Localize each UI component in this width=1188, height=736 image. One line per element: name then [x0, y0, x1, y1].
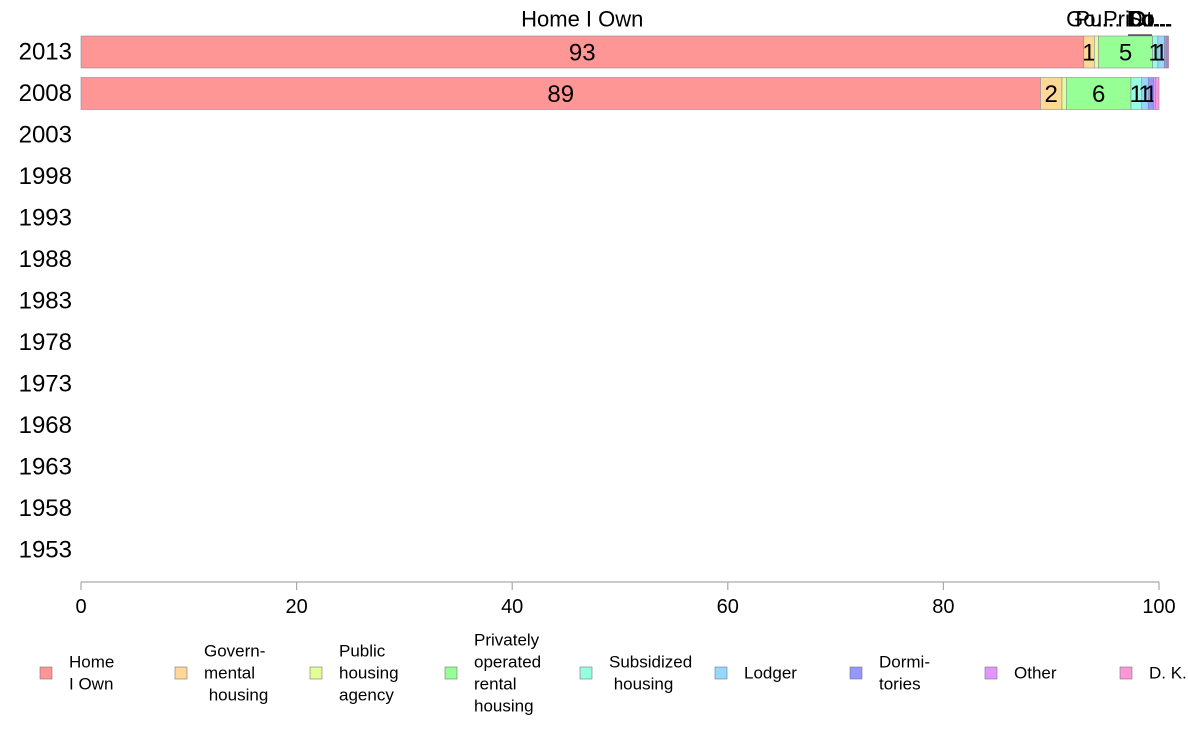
- legend-label-3-line-0: Privately: [474, 631, 540, 650]
- bar-2013-series-6: [1164, 35, 1167, 69]
- top-label-series-6: Do...: [1127, 7, 1173, 32]
- data-label-2013-series-3: 5: [1119, 40, 1132, 67]
- top-label-series-1: Go...: [1066, 7, 1114, 32]
- legend-label-2-line-0: Public: [339, 642, 386, 661]
- bar-2008-series-0: [80, 77, 1041, 110]
- top-label-series-2: Pu...: [1075, 7, 1120, 32]
- bar-2008-series-2: [1061, 77, 1067, 110]
- x-tick-label-100: 100: [1142, 596, 1175, 618]
- legend-label-3-line-3: housing: [474, 697, 534, 716]
- top-label-series-3: Pri...: [1103, 7, 1148, 32]
- top-label-series-8: D....: [1130, 7, 1170, 32]
- x-tick-label-0: 0: [75, 596, 86, 618]
- legend-swatch-8: [1119, 666, 1133, 680]
- y-tick-label-1983: 1983: [19, 288, 72, 315]
- data-label-2008-series-1: 2: [1045, 81, 1058, 108]
- top-label-series-4: Su...: [1127, 7, 1172, 32]
- top-label-series-5: Lo...: [1129, 7, 1172, 32]
- y-tick-label-1953: 1953: [19, 537, 72, 564]
- legend-swatch-1: [174, 666, 188, 680]
- bar-2013-series-3: [1098, 35, 1153, 69]
- y-tick-label-1978: 1978: [19, 329, 72, 356]
- legend-label-0-line-0: Home: [69, 653, 114, 672]
- legend-swatch-7: [984, 666, 998, 680]
- y-tick-label-1988: 1988: [19, 246, 72, 273]
- legend-label-1-line-0: Govern-: [204, 642, 265, 661]
- x-tick-label-80: 80: [932, 596, 954, 618]
- data-label-2013-series-1: 1: [1082, 40, 1095, 67]
- bar-2008-series-3: [1065, 77, 1132, 110]
- y-tick-label-1973: 1973: [19, 371, 72, 398]
- legend-label-8-line-0: D. K.: [1149, 664, 1187, 683]
- legend-label-7-line-0: Other: [1014, 664, 1057, 683]
- top-label-series-7: Ot...: [1129, 7, 1171, 32]
- y-tick-label-2013: 2013: [19, 39, 72, 66]
- y-tick-label-1963: 1963: [19, 454, 72, 481]
- y-tick-label-1998: 1998: [19, 163, 72, 190]
- top-label-series-0: Home I Own: [521, 7, 643, 32]
- data-label-2008-series-3: 6: [1092, 81, 1105, 108]
- x-tick-label-60: 60: [717, 596, 739, 618]
- bar-2013-series-8: [1167, 35, 1170, 69]
- data-label-2008-series-4: 1: [1130, 81, 1143, 108]
- legend-label-1-line-2: housing: [204, 686, 268, 705]
- legend-label-2-line-2: agency: [339, 686, 394, 705]
- legend-label-2-line-1: housing: [339, 664, 399, 683]
- y-tick-label-1993: 1993: [19, 205, 72, 232]
- legend-label-4-line-1: housing: [609, 675, 673, 694]
- data-label-2013-series-0: 93: [569, 40, 596, 67]
- bar-2013-series-0: [80, 35, 1084, 69]
- x-tick-label-40: 40: [501, 596, 523, 618]
- legend-label-6-line-1: tories: [879, 675, 921, 694]
- legend-swatch-6: [849, 666, 863, 680]
- legend-swatch-3: [444, 666, 458, 680]
- legend-swatch-4: [579, 666, 593, 680]
- bar-2008-series-8: [1155, 77, 1160, 110]
- y-tick-label-1968: 1968: [19, 412, 72, 439]
- y-tick-label-2003: 2003: [19, 122, 72, 149]
- y-tick-label-2008: 2008: [19, 80, 72, 107]
- x-tick-label-20: 20: [285, 596, 307, 618]
- legend-label-0-line-1: I Own: [69, 675, 113, 694]
- legend-label-5-line-0: Lodger: [744, 664, 797, 683]
- legend-swatch-0: [39, 666, 53, 680]
- bar-2008-series-7: [1153, 77, 1157, 110]
- y-tick-label-1958: 1958: [19, 495, 72, 522]
- legend-swatch-2: [309, 666, 323, 680]
- legend-label-3-line-1: operated: [474, 653, 541, 672]
- legend-label-4-line-0: Subsidized: [609, 653, 692, 672]
- legend-swatch-5: [714, 666, 728, 680]
- data-label-2008-series-0: 89: [547, 81, 574, 108]
- legend-label-1-line-1: mental: [204, 664, 255, 683]
- legend-label-3-line-2: rental: [474, 675, 517, 694]
- legend-label-6-line-0: Dormi-: [879, 653, 930, 672]
- bar-2013-series-2: [1094, 35, 1099, 69]
